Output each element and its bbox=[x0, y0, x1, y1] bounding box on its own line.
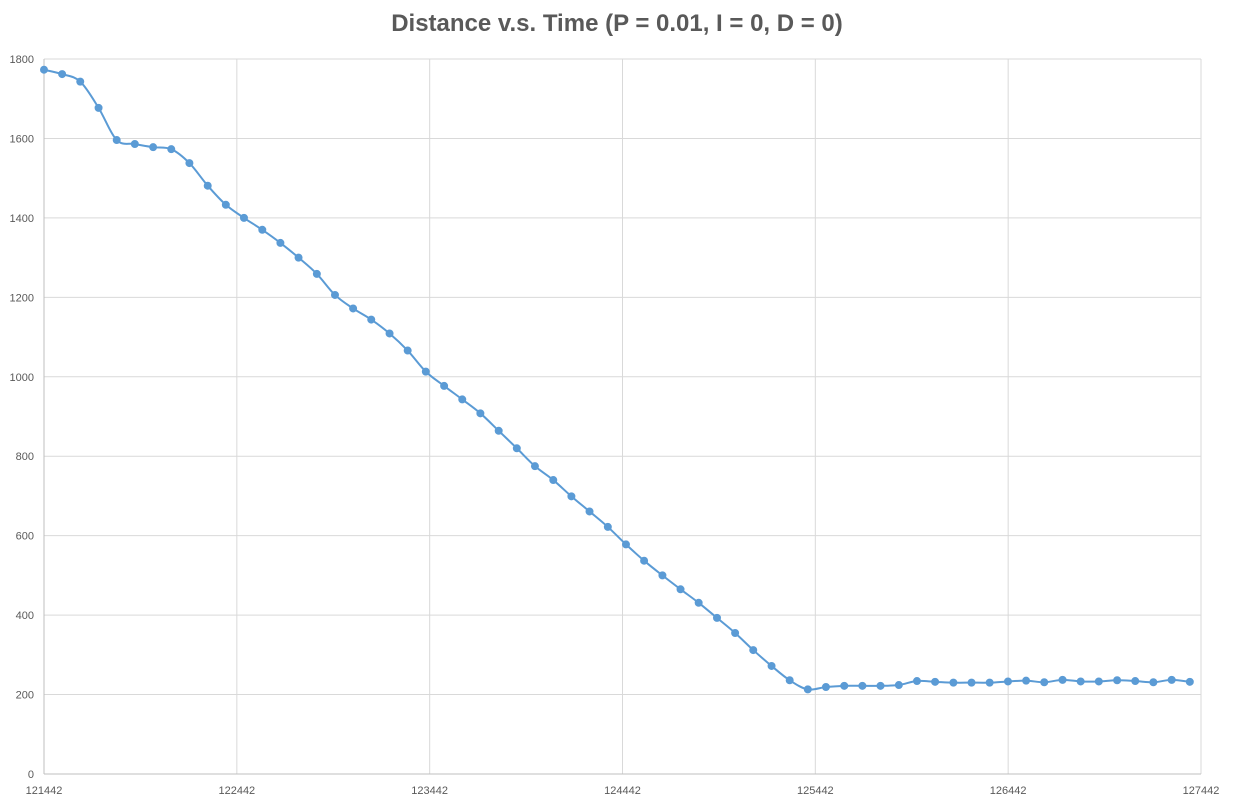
data-point bbox=[1185, 677, 1194, 686]
y-tick-label: 1800 bbox=[10, 54, 34, 66]
data-point bbox=[785, 676, 794, 685]
data-point bbox=[1167, 675, 1176, 684]
data-point bbox=[767, 661, 776, 670]
data-point bbox=[349, 304, 358, 313]
data-point bbox=[694, 598, 703, 607]
data-point bbox=[203, 181, 212, 190]
series-line bbox=[43, 68, 1190, 691]
x-tick-label: 125442 bbox=[797, 785, 834, 797]
x-tick-label: 127442 bbox=[1183, 785, 1220, 797]
data-point bbox=[258, 225, 267, 234]
data-point bbox=[840, 681, 849, 690]
data-point bbox=[403, 346, 412, 355]
data-point bbox=[803, 685, 812, 694]
data-point bbox=[76, 77, 85, 86]
data-point bbox=[94, 103, 103, 112]
data-point bbox=[731, 628, 740, 637]
data-point bbox=[1076, 677, 1085, 686]
data-point bbox=[640, 556, 649, 565]
data-point bbox=[476, 409, 485, 418]
data-point bbox=[1022, 676, 1031, 685]
y-tick-label: 1200 bbox=[10, 292, 34, 304]
x-tick-label: 122442 bbox=[218, 785, 255, 797]
data-point bbox=[549, 476, 558, 485]
data-point bbox=[712, 613, 721, 622]
y-tick-label: 1000 bbox=[10, 372, 34, 384]
data-point bbox=[312, 269, 321, 278]
data-point bbox=[112, 136, 121, 145]
y-tick-label: 200 bbox=[16, 690, 34, 702]
data-point bbox=[821, 683, 830, 692]
data-point bbox=[876, 681, 885, 690]
data-point bbox=[149, 143, 158, 152]
data-point bbox=[167, 145, 176, 154]
y-tick-label: 800 bbox=[16, 451, 34, 463]
data-point bbox=[458, 395, 467, 404]
y-tick-label: 1400 bbox=[10, 213, 34, 225]
data-point bbox=[985, 678, 994, 687]
y-tick-label: 600 bbox=[16, 531, 34, 543]
data-point bbox=[294, 253, 303, 262]
data-point bbox=[367, 315, 376, 324]
data-point bbox=[585, 507, 594, 516]
data-point bbox=[1040, 678, 1049, 687]
data-point bbox=[421, 367, 430, 376]
data-point bbox=[221, 200, 230, 209]
data-point bbox=[530, 462, 539, 471]
x-tick-label: 126442 bbox=[990, 785, 1027, 797]
data-point bbox=[276, 238, 285, 247]
data-point bbox=[567, 492, 576, 501]
data-point bbox=[621, 540, 630, 549]
data-point bbox=[185, 159, 194, 168]
data-point bbox=[931, 677, 940, 686]
data-point bbox=[58, 70, 67, 79]
data-point bbox=[1131, 677, 1140, 686]
x-tick-label: 121442 bbox=[26, 785, 63, 797]
x-tick-label: 124442 bbox=[604, 785, 641, 797]
data-point bbox=[967, 678, 976, 687]
data-point bbox=[1058, 675, 1067, 684]
data-point bbox=[949, 678, 958, 687]
data-point bbox=[676, 585, 685, 594]
data-point bbox=[1149, 678, 1158, 687]
y-tick-label: 1600 bbox=[10, 133, 34, 145]
chart-title: Distance v.s. Time (P = 0.01, I = 0, D =… bbox=[391, 10, 843, 37]
y-tick-label: 0 bbox=[28, 769, 34, 781]
y-tick-label: 400 bbox=[16, 610, 34, 622]
data-point bbox=[1113, 676, 1122, 685]
data-point bbox=[130, 140, 139, 149]
data-point bbox=[494, 426, 503, 435]
data-point bbox=[239, 213, 248, 222]
data-point bbox=[440, 381, 449, 390]
data-point bbox=[912, 677, 921, 686]
x-tick-label: 123442 bbox=[411, 785, 448, 797]
data-point bbox=[603, 522, 612, 531]
data-point bbox=[330, 290, 339, 299]
data-point bbox=[385, 329, 394, 338]
data-point bbox=[512, 444, 521, 453]
data-point bbox=[40, 65, 48, 74]
data-point bbox=[894, 681, 903, 690]
data-point bbox=[1094, 677, 1103, 686]
data-point bbox=[749, 646, 758, 655]
data-point bbox=[858, 681, 867, 690]
data-point bbox=[658, 571, 667, 580]
data-point bbox=[1003, 677, 1012, 686]
